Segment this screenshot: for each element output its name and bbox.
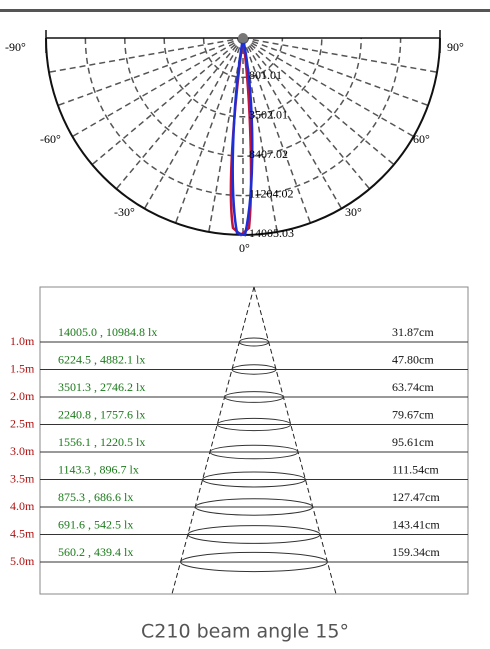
lux: 1556.1 , 1220.5 lx: [58, 435, 145, 449]
angle-label: 90°: [447, 40, 464, 54]
curve-blue: [231, 37, 254, 237]
angle-label: -60°: [40, 132, 61, 146]
diameter: 159.34cm: [392, 545, 440, 559]
beam-ellipse: [238, 337, 270, 347]
ring-label: 3502.01: [249, 108, 288, 122]
angle-label: -90°: [5, 40, 26, 54]
distance: 4.0m: [10, 499, 35, 513]
diameter: 95.61cm: [392, 435, 434, 449]
lux: 875.3 , 686.6 lx: [58, 490, 133, 504]
top-bar: [0, 9, 490, 12]
beam-ellipse: [224, 391, 284, 403]
ring: [163, 37, 323, 118]
angle-label: 30°: [345, 205, 362, 219]
distance: 2.5m: [10, 416, 35, 430]
lux: 691.6 , 542.5 lx: [58, 517, 133, 531]
beam-ellipse: [187, 525, 321, 544]
lux: 6224.5 , 4882.1 lx: [58, 352, 145, 366]
beam-ellipse: [180, 551, 328, 573]
distance: 5.0m: [10, 554, 35, 568]
radial-line: [242, 37, 312, 224]
diameter: 63.74cm: [392, 380, 434, 394]
lux: 560.2 , 439.4 lx: [58, 545, 133, 559]
distance: 1.0m: [10, 334, 35, 348]
diameter: 127.47cm: [392, 490, 440, 504]
radial-line: [174, 37, 244, 224]
diameter: 47.80cm: [392, 352, 434, 366]
radial-line: [115, 37, 244, 190]
radial-line: [242, 37, 343, 209]
caption: C210 beam angle 15°: [141, 621, 349, 643]
radial-line: [242, 37, 414, 138]
lux: 2240.8 , 1757.6 lx: [58, 407, 145, 421]
beam-ellipse: [209, 444, 299, 460]
radial-line: [57, 37, 244, 107]
angle-label: -30°: [114, 205, 135, 219]
beam-ellipse: [202, 471, 306, 488]
beam-ellipse: [216, 417, 292, 432]
beam-ellipse: [231, 364, 277, 375]
outer-ring: [45, 37, 441, 236]
source: [238, 33, 248, 43]
ring-label: 14005.03: [249, 226, 294, 240]
radial-line: [143, 37, 244, 209]
ring: [124, 37, 362, 157]
radial-line: [242, 37, 429, 107]
ring-label: 8407.02: [249, 147, 288, 161]
angle-label: 0°: [239, 241, 250, 255]
ring: [84, 37, 402, 197]
radial-line: [242, 37, 438, 73]
distance: 2.0m: [10, 389, 35, 403]
diameter: 79.67cm: [392, 407, 434, 421]
angle-label: 60°: [413, 132, 430, 146]
lux: 14005.0 , 10984.8 lx: [58, 325, 157, 339]
beam-ellipse: [194, 498, 314, 516]
lux: 3501.3 , 2746.2 lx: [58, 380, 145, 394]
polar-chart: -90° 90° -60° 60° -30° 30° 0° 801.01 3502.01 8407…: [5, 30, 464, 255]
diameter: 143.41cm: [392, 517, 440, 531]
cone-edge: [171, 286, 255, 595]
ring-label: 801.01: [249, 68, 282, 82]
radial-line: [72, 37, 244, 138]
radial-line: [91, 37, 244, 166]
cone-edge: [253, 286, 337, 595]
distance: 4.5m: [10, 526, 35, 540]
diameter: 111.54cm: [392, 462, 439, 476]
diameter: 31.87cm: [392, 325, 434, 339]
lux: 1143.3 , 896.7 lx: [58, 462, 139, 476]
distance: 3.5m: [10, 471, 35, 485]
distance: 1.5m: [10, 361, 35, 375]
radial-line: [242, 37, 371, 190]
ring-label: 11204.02: [249, 186, 294, 200]
ring: [202, 37, 284, 79]
distance: 3.0m: [10, 444, 35, 458]
radial-line: [242, 37, 395, 166]
cone-table: 1.0m 14005.0 , 10984.8 lx 31.87cm 1.5m 6224.…: [10, 286, 468, 595]
radial-line: [48, 37, 244, 73]
